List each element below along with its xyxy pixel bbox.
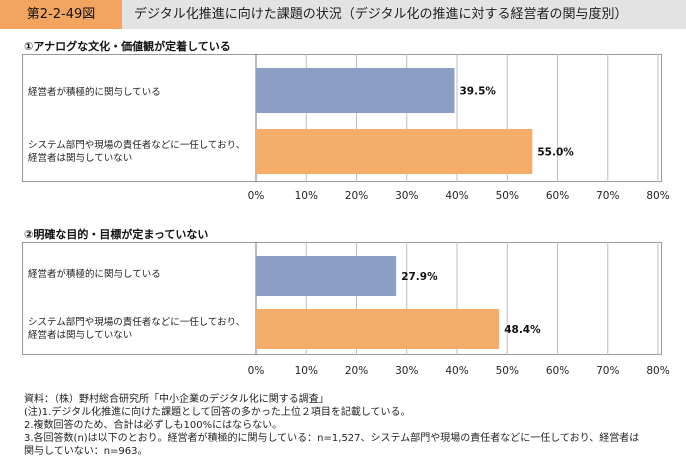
figure-label: 第2-2-49図 bbox=[0, 0, 122, 29]
panel-2-xtick-label: 30% bbox=[395, 365, 418, 377]
panel-1-category-2: システム部門や現場の責任者などに一任しており、 経営者は関与していない bbox=[28, 140, 246, 164]
footnote-source: 資料：（株）野村総合研究所「中小企業のデジタル化に関する調査」 bbox=[24, 394, 329, 405]
panel-1-xtick-label: 10% bbox=[295, 190, 318, 202]
panel-1-xtick-label: 20% bbox=[345, 190, 368, 202]
panel-1-xtick-label: 0% bbox=[248, 190, 265, 202]
panel-1-xtick-label: 60% bbox=[546, 190, 569, 202]
panel-2-bar-2 bbox=[256, 309, 500, 349]
panel-2-title: ②明確な目的・目標が定まっていない bbox=[24, 228, 209, 241]
figure-title: デジタル化推進に向けた課題の状況（デジタル化の推進に対する経営者の関与度別） bbox=[134, 7, 628, 22]
panel-1-xtick-label: 70% bbox=[596, 190, 619, 202]
panel-1-bar-2 bbox=[256, 129, 533, 174]
footnote-1: (注)1.デジタル化推進に向けた課題として回答の多かった上位２項目を記載している… bbox=[24, 407, 411, 418]
panel-1-bar-1-label: 39.5% bbox=[459, 86, 496, 98]
panel-2-category-1: 経営者が積極的に関与している bbox=[28, 269, 161, 280]
footnote-3: 3.各回答数(n)は以下のとおり。経営者が積極的に関与している：n=1,527、… bbox=[24, 433, 640, 444]
panel-2-xtick-label: 40% bbox=[445, 365, 468, 377]
panel-2-bar-2-label: 48.4% bbox=[504, 324, 541, 336]
panel-1-bar-1 bbox=[256, 68, 455, 113]
figure-header: 第2-2-49図 デジタル化推進に向けた課題の状況（デジタル化の推進に対する経営… bbox=[0, 0, 686, 29]
panel-2-frame bbox=[22, 242, 662, 355]
panel-2-xtick-label: 50% bbox=[496, 365, 519, 377]
panel-2-xtick-label: 20% bbox=[345, 365, 368, 377]
panel-2-bar-1-label: 27.9% bbox=[401, 271, 438, 283]
panel-1-xtick-label: 30% bbox=[395, 190, 418, 202]
panel-2-xtick-label: 60% bbox=[546, 365, 569, 377]
panel-2-xtick-label: 0% bbox=[248, 365, 265, 377]
panel-1-xtick-label: 50% bbox=[496, 190, 519, 202]
panel-2-category-2: システム部門や現場の責任者などに一任しており、 経営者は関与していない bbox=[28, 317, 246, 341]
panel-1-xtick-label: 40% bbox=[445, 190, 468, 202]
panel-1-frame bbox=[22, 54, 662, 182]
panel-1-xtick-label: 80% bbox=[646, 190, 669, 202]
panel-1-category-1: 経営者が積極的に関与している bbox=[28, 87, 161, 98]
panel-2-xtick-label: 80% bbox=[646, 365, 669, 377]
panel-1-title: ①アナログな文化・価値観が定着している bbox=[24, 40, 231, 53]
footnote-3-cont: 関与していない：n=963。 bbox=[24, 446, 148, 457]
panel-2-xtick-label: 10% bbox=[295, 365, 318, 377]
footnote-2: 2.複数回答のため、合計は必ずしも100%にはならない。 bbox=[24, 420, 283, 431]
panel-2-bar-1 bbox=[256, 256, 397, 296]
panel-1-bar-2-label: 55.0% bbox=[537, 147, 574, 159]
panel-2-xtick-label: 70% bbox=[596, 365, 619, 377]
